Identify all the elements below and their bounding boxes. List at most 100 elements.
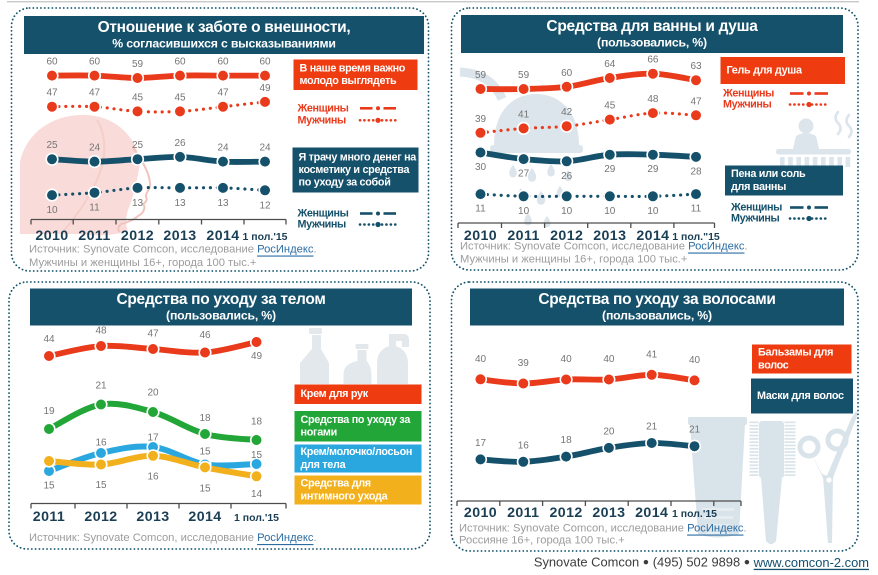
svg-text:2011: 2011	[33, 509, 65, 525]
svg-text:26: 26	[174, 138, 186, 149]
svg-text:11: 11	[89, 203, 100, 214]
svg-text:24: 24	[259, 143, 271, 154]
svg-text:1 пол.'15: 1 пол.'15	[242, 231, 287, 243]
svg-text:для тела: для тела	[301, 459, 347, 471]
svg-text:48: 48	[95, 325, 107, 336]
svg-text:39: 39	[518, 358, 530, 369]
svg-text:15: 15	[43, 480, 55, 491]
svg-text:64: 64	[604, 59, 616, 70]
svg-text:30: 30	[475, 162, 487, 173]
svg-text:19: 19	[43, 406, 55, 417]
svg-text:11: 11	[691, 204, 702, 215]
svg-text:Источник: Synovate Comcon, исс: Источник: Synovate Comcon, исследование …	[459, 523, 747, 535]
svg-text:18: 18	[199, 413, 211, 424]
svg-text:59: 59	[475, 70, 487, 81]
svg-text:28: 28	[690, 166, 702, 177]
svg-text:интимного ухода: интимного ухода	[301, 490, 389, 502]
svg-text:Мужчины и женщины 16+, города: Мужчины и женщины 16+, города 100 тыс.+	[29, 257, 256, 269]
svg-text:48: 48	[647, 94, 659, 105]
svg-text:2013: 2013	[593, 228, 626, 244]
svg-text:60: 60	[259, 57, 271, 68]
svg-text:24: 24	[89, 143, 101, 154]
svg-text:25: 25	[132, 140, 144, 151]
svg-text:косметику и средства: косметику и средства	[299, 164, 411, 176]
svg-text:Мужчины: Мужчины	[298, 114, 347, 126]
svg-text:18: 18	[251, 416, 263, 427]
svg-text:20: 20	[603, 426, 615, 437]
svg-text:Мужчины: Мужчины	[731, 213, 780, 225]
svg-text:59: 59	[518, 70, 530, 81]
svg-text:% согласившихся с высказывания: % согласившихся с высказываниями	[112, 37, 335, 51]
svg-text:14: 14	[251, 489, 263, 500]
svg-text:2014: 2014	[206, 228, 239, 244]
svg-text:Крем для рук: Крем для рук	[301, 388, 369, 400]
svg-text:11: 11	[475, 204, 486, 215]
svg-text:45: 45	[174, 92, 186, 103]
svg-text:44: 44	[43, 334, 55, 345]
svg-text:40: 40	[475, 354, 487, 365]
svg-text:молодо выглядеть: молодо выглядеть	[300, 75, 398, 87]
svg-text:Женщины: Женщины	[730, 202, 782, 214]
svg-text:2010: 2010	[464, 505, 497, 521]
svg-text:10: 10	[561, 206, 573, 217]
svg-text:66: 66	[647, 55, 659, 66]
svg-text:Средства для ванны и душа: Средства для ванны и душа	[546, 18, 758, 35]
svg-text:45: 45	[132, 92, 144, 103]
svg-text:Пена или соль: Пена или соль	[731, 168, 806, 180]
svg-text:40: 40	[561, 354, 573, 365]
svg-text:41: 41	[646, 349, 658, 360]
svg-text:Источник: Synovate Comcon, исс: Источник: Synovate Comcon, исследование …	[29, 532, 317, 544]
svg-text:42: 42	[561, 107, 573, 118]
svg-text:2014: 2014	[635, 505, 668, 521]
svg-text:Россияне 16+, города 100 тыс.+: Россияне 16+, города 100 тыс.+	[459, 535, 625, 547]
svg-text:2010: 2010	[464, 228, 497, 244]
svg-text:2013: 2013	[136, 509, 169, 525]
svg-text:Женщины: Женщины	[297, 102, 349, 114]
svg-text:2013: 2013	[592, 505, 625, 521]
svg-text:2011: 2011	[507, 505, 539, 521]
svg-text:Источник: Synovate Comcon, исс: Источник: Synovate Comcon, исследование …	[460, 241, 748, 253]
svg-text:2014: 2014	[636, 228, 669, 244]
svg-text:Я трачу много денег на: Я трачу много денег на	[299, 151, 418, 163]
svg-text:16: 16	[518, 440, 530, 451]
svg-text:Средства по уходу за: Средства по уходу за	[301, 414, 412, 426]
svg-text:Средства по уходу за волосами: Средства по уходу за волосами	[538, 291, 775, 308]
svg-text:2012: 2012	[121, 228, 154, 244]
svg-text:(пользовались, %): (пользовались, %)	[166, 309, 276, 323]
svg-text:39: 39	[475, 114, 487, 125]
svg-text:(пользовались, %): (пользовались, %)	[602, 309, 712, 323]
svg-text:60: 60	[46, 57, 58, 68]
svg-text:63: 63	[690, 61, 702, 72]
svg-text:Источник: Synovate Comcon, исс: Источник: Synovate Comcon, исследование …	[29, 244, 317, 256]
svg-text:10: 10	[46, 205, 58, 216]
svg-text:2012: 2012	[84, 509, 117, 525]
svg-text:для ванны: для ванны	[731, 181, 786, 193]
svg-text:60: 60	[89, 57, 101, 68]
svg-text:2013: 2013	[163, 228, 196, 244]
svg-text:49: 49	[251, 351, 263, 362]
svg-text:21: 21	[95, 380, 107, 391]
svg-text:В наше время важно: В наше время важно	[300, 63, 406, 75]
svg-text:46: 46	[199, 330, 211, 341]
svg-text:60: 60	[174, 57, 186, 68]
svg-text:47: 47	[147, 328, 159, 339]
svg-text:Гель для душа: Гель для душа	[727, 65, 803, 77]
svg-text:Средства по уходу за телом: Средства по уходу за телом	[117, 291, 326, 308]
svg-text:47: 47	[217, 88, 229, 99]
svg-text:21: 21	[646, 422, 658, 433]
svg-text:2012: 2012	[550, 228, 583, 244]
svg-text:17: 17	[475, 438, 487, 449]
svg-text:41: 41	[518, 109, 530, 120]
svg-text:47: 47	[690, 96, 702, 107]
svg-text:1 пол.'15: 1 пол.'15	[234, 512, 279, 524]
svg-text:(пользовались, %): (пользовались, %)	[597, 36, 707, 50]
svg-text:29: 29	[604, 164, 616, 175]
svg-text:49: 49	[259, 83, 271, 94]
svg-text:29: 29	[647, 164, 659, 175]
svg-text:волос: волос	[758, 359, 789, 371]
svg-text:13: 13	[174, 198, 186, 209]
svg-text:2012: 2012	[550, 505, 583, 521]
svg-text:40: 40	[603, 354, 615, 365]
svg-text:ногами: ногами	[301, 427, 337, 439]
svg-text:1 пол.'15: 1 пол.'15	[672, 508, 717, 520]
